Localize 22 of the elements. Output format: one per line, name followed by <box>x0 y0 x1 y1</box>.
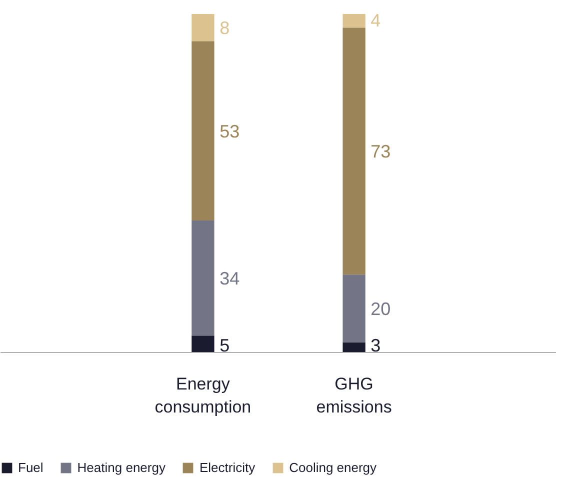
bar <box>192 220 214 336</box>
data-label: 3 <box>370 336 381 356</box>
data-label: 73 <box>370 142 391 162</box>
data-label: 5 <box>220 336 230 356</box>
legend-label: Fuel <box>18 460 44 475</box>
bar <box>192 41 214 220</box>
bar <box>342 28 366 275</box>
legend-label: Heating energy <box>77 460 166 475</box>
data-label: 4 <box>370 10 381 31</box>
data-label: 53 <box>220 121 240 142</box>
legend-label: Electricity <box>199 460 256 475</box>
bar <box>192 336 214 352</box>
data-label: 34 <box>220 268 240 289</box>
x-tick-label: Energy consumption <box>154 374 252 416</box>
bar <box>342 342 366 352</box>
x-tick-label: GHG emissions <box>316 374 392 416</box>
bar <box>192 14 214 42</box>
bar <box>342 14 366 28</box>
bar <box>342 274 366 342</box>
data-label: 20 <box>370 299 391 319</box>
legend-label: Cooling energy <box>289 460 377 475</box>
data-label: 8 <box>220 18 230 38</box>
